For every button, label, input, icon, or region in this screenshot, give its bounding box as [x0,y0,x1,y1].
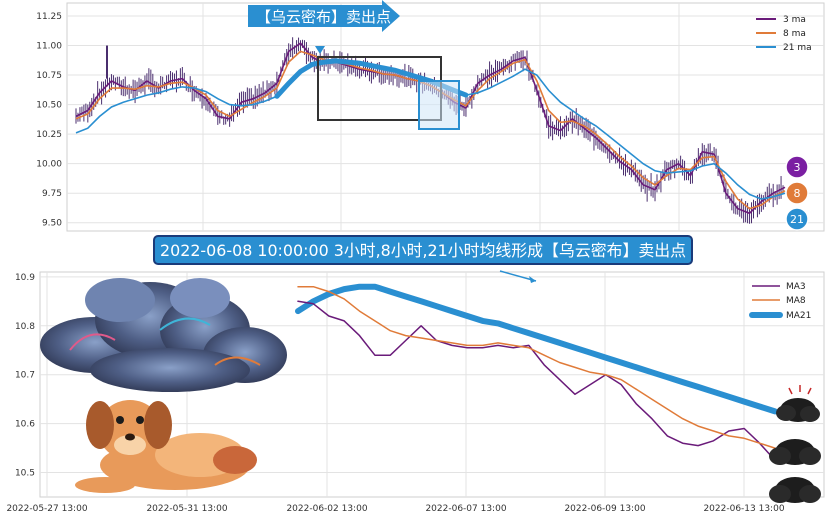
top-y-tick-7: 9.50 [42,219,62,229]
bottom-series-MA21 [295,283,778,415]
note-pointer-arrow-icon [529,276,536,283]
sell-point-banner: 【乌云密布】卖出点 [248,0,400,32]
top-legend: 3 ma 8 ma 21 ma [756,15,812,53]
bottom-x-tick-5: 2022-06-13 13:00 [703,504,784,514]
bottom-y-tick-1: 10.8 [15,322,35,332]
bottom-y-tick-3: 10.6 [15,420,35,430]
mini-storm-clouds-icon [769,385,821,503]
bottom-y-tick-0: 10.9 [15,273,35,283]
legend-label-MA3: MA3 [786,282,806,292]
badge-21 [785,207,809,231]
top-y-tick-5: 10.00 [36,160,62,170]
badge-21-label: 21 [790,213,804,226]
mini-cloud-3 [769,477,821,503]
legend-label-MA8: MA8 [786,296,806,306]
mini-cloud-2 [769,439,821,465]
down-arrow-icon [315,30,325,54]
top-y-tick-3: 10.50 [36,101,62,111]
bottom-x-tick-4: 2022-06-09 13:00 [564,504,645,514]
legend-label-8ma: 8 ma [783,29,806,39]
badge-8-label: 8 [794,187,801,200]
bottom-x-tick-0: 2022-05-27 13:00 [6,504,87,514]
bottom-chart-lines [295,283,778,462]
mini-cloud-1 [776,385,820,422]
note-label: 2022-06-08 10:00:00 3小时,8小时,21小时均线形成【乌云密… [160,241,686,260]
bottom-x-tick-2: 2022-06-02 13:00 [286,504,367,514]
bottom-x-tick-1: 2022-05-31 13:00 [146,504,227,514]
badge-3 [785,155,809,179]
legend-label-MA21: MA21 [786,311,811,321]
top-y-tick-0: 11.25 [36,12,62,22]
bottom-y-tick-4: 10.5 [15,469,35,479]
badge-8 [785,181,809,205]
storm-cloud-icon [40,278,287,392]
badge-3-label: 3 [794,161,801,174]
legend-label-3ma: 3 ma [783,15,806,25]
top-y-tick-4: 10.25 [36,130,62,140]
top-y-tick-6: 9.75 [42,189,62,199]
top-chart-grid [67,3,824,231]
top-y-tick-2: 10.75 [36,71,62,81]
bottom-chart-x-ticks: 2022-05-27 13:00 2022-05-31 13:00 2022-06-… [6,504,784,514]
signal-highlight-box [418,80,460,130]
dog-icon [75,400,257,493]
bottom-legend: MA3 MA8 MA21 [749,282,811,321]
bottom-y-tick-2: 10.7 [15,371,35,381]
bottom-chart-y-ticks: 10.9 10.8 10.7 10.6 10.5 [15,273,35,479]
ma-badges: 3 8 21 [785,155,809,231]
sell-point-note: 2022-06-08 10:00:00 3小时,8小时,21小时均线形成【乌云密… [153,235,693,265]
legend-label-21ma: 21 ma [783,43,812,53]
bottom-series-MA3 [297,300,776,462]
banner-label: 【乌云密布】卖出点 [256,8,391,26]
top-y-tick-1: 11.00 [36,42,62,52]
bottom-series-MA8 [297,285,776,449]
bottom-x-tick-3: 2022-06-07 13:00 [425,504,506,514]
top-chart-y-ticks: 11.25 11.00 10.75 10.50 10.25 10.00 9.75 9.50 [36,12,62,229]
